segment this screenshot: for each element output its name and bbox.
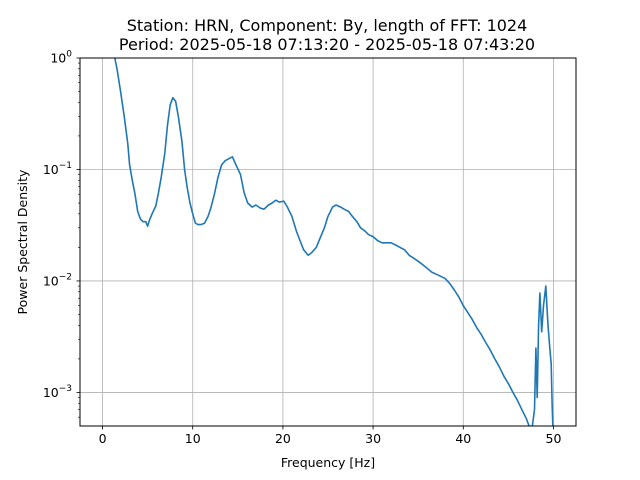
x-tick-label: 20	[275, 431, 291, 446]
x-tick-label: 10	[185, 431, 201, 446]
x-tick-label: 0	[99, 431, 107, 446]
y-tick-label: 10−1	[43, 161, 72, 177]
y-tick-label: 10−2	[43, 272, 72, 288]
y-axis-label: Power Spectral Density	[15, 169, 30, 314]
x-tick-label: 30	[365, 431, 381, 446]
series-line-0	[113, 58, 554, 426]
plot-area	[113, 58, 554, 426]
axis-ticks: 0 10 20 30 40 50 10−3 10−2 10−1 100	[43, 50, 562, 447]
chart-subtitle: Period: 2025-05-18 07:13:20 - 2025-05-18…	[119, 35, 535, 54]
y-tick-label: 10−3	[43, 384, 72, 400]
x-tick-label: 50	[546, 431, 562, 446]
x-axis-label: Frequency [Hz]	[281, 455, 375, 470]
y-tick-label: 100	[50, 50, 72, 66]
chart-title: Station: HRN, Component: By, length of F…	[127, 16, 528, 35]
x-tick-label: 40	[455, 431, 471, 446]
axes-frame	[79, 57, 577, 427]
